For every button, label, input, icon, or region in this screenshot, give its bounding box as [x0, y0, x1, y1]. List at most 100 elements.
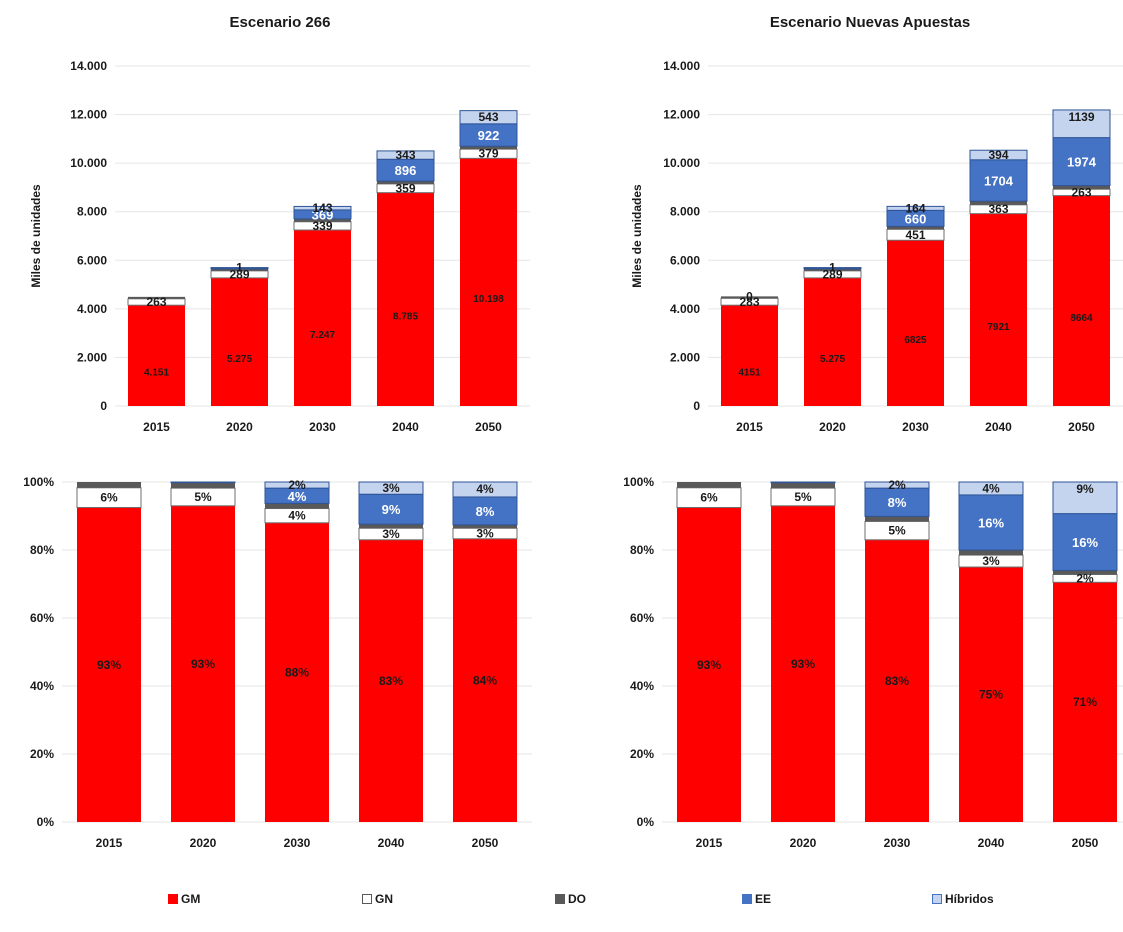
chart1-data-label-gn: 289 — [229, 267, 249, 281]
chart2-xtick-label: 2040 — [985, 420, 1012, 434]
chart2-data-label-gn: 263 — [1071, 185, 1091, 199]
chart2-data-label-gn: 363 — [988, 202, 1008, 216]
chart3-bar-do-2030 — [265, 503, 329, 509]
chart2-data-label-hibridos: 1139 — [1068, 110, 1094, 124]
legend-item-hibridos: Híbridos — [932, 892, 994, 906]
legend-swatch-ee — [742, 894, 752, 904]
chart3-xtick-label: 2050 — [472, 836, 499, 850]
chart-title-nuevas-apuestas: Escenario Nuevas Apuestas — [769, 14, 971, 31]
chart2-xtick-label: 2050 — [1068, 420, 1095, 434]
chart2-ytick-label: 10.000 — [663, 156, 700, 170]
chart1-bar-do-2020 — [211, 268, 268, 271]
legend-swatch-gm — [168, 894, 178, 904]
chart2-ytick-label: 6.000 — [670, 253, 700, 267]
chart3-data-label-gm: 93% — [97, 658, 121, 672]
legend-swatch-hibridos — [932, 894, 942, 904]
chart1-xtick-label: 2020 — [226, 420, 253, 434]
chart4-xtick-label: 2050 — [1072, 836, 1099, 850]
legend-label-ee: EE — [755, 892, 772, 906]
chart2-data-label-gn: 289 — [822, 267, 842, 281]
chart3-data-label-ee: 4% — [288, 489, 307, 504]
chart1-ytick-label: 4.000 — [77, 302, 107, 316]
chart1-bar-do-2050 — [460, 146, 517, 150]
chart4-data-label-ee: 8% — [888, 495, 907, 510]
chart1-data-label-ee: 369 — [312, 207, 334, 222]
chart2-data-label-gm: 6825 — [904, 335, 927, 346]
legend-label-gm: GM — [181, 892, 201, 906]
chart1-bar-gm-2015 — [128, 305, 185, 406]
legend-label-gn: GN — [375, 892, 393, 906]
chart3-data-label-gn: 3% — [476, 527, 494, 541]
chart2-bar-do-2030 — [887, 226, 944, 230]
chart2-data-label-ee: 1704 — [984, 173, 1014, 188]
chart3-bar-gm-2050 — [453, 538, 517, 822]
chart1-data-label-hibridos: 143 — [312, 201, 332, 215]
chart4-ytick-label: 0% — [637, 815, 655, 829]
chart4-bar-do-2030 — [865, 516, 929, 522]
chart1-xtick-label: 2030 — [309, 420, 336, 434]
chart1-ytick-label: 6.000 — [77, 253, 107, 267]
chart3-data-label-gm: 83% — [379, 674, 403, 688]
chart3-data-label-gn: 4% — [288, 509, 306, 523]
chart4-bar-gm-2040 — [959, 567, 1023, 822]
chart1-ytick-label: 0 — [100, 399, 107, 413]
chart4-xtick-label: 2015 — [696, 836, 723, 850]
chart2-ytick-label: 12.000 — [663, 108, 700, 122]
chart2-bar-hibridos-2050 — [1052, 109, 1111, 139]
chart2-ytick-label: 0 — [693, 399, 700, 413]
chart3-bar-hibridos-2030 — [264, 481, 330, 489]
chart4-data-label-hibridos: 2% — [888, 478, 906, 492]
chart1-ytick-label: 8.000 — [77, 205, 107, 219]
chart1-data-label-hibridos: 1 — [236, 261, 243, 275]
chart3-ytick-label: 40% — [30, 679, 54, 693]
chart2-ylabel: Miles de unidades — [630, 184, 644, 288]
chart3-bar-gm-2015 — [77, 507, 141, 822]
legend-item-gm: GM — [168, 892, 200, 906]
legend-item-do: DO — [555, 892, 586, 906]
chart4-bar-hibridos-2040 — [958, 481, 1024, 496]
chart4-bar-ee-2030 — [864, 487, 930, 517]
chart2-xtick-label: 2015 — [736, 420, 763, 434]
chart2-bar-gm-2020 — [804, 277, 861, 406]
chart1-bar-hibridos-2040 — [376, 150, 435, 160]
chart2-bar-do-2050 — [1053, 185, 1110, 190]
chart1-data-label-ee: 896 — [395, 163, 417, 178]
chart3-bar-ee-2050 — [452, 496, 518, 526]
chart4-data-label-ee: 16% — [978, 515, 1004, 530]
chart3-data-label-gn: 6% — [100, 491, 118, 505]
legend-label-do: DO — [568, 892, 586, 906]
legend-item-gn: GN — [362, 892, 393, 906]
chart1-bar-do-2015 — [128, 296, 185, 299]
chart2-bar-ee-2040 — [969, 159, 1028, 202]
chart3-bar-gm-2030 — [265, 522, 329, 822]
chart4-bar-hibridos-2050 — [1052, 481, 1118, 515]
chart1-bar-gm-2030 — [294, 230, 351, 406]
chart2-bar-hibridos-2020 — [803, 267, 862, 269]
chart3-data-label-gm: 88% — [285, 665, 309, 679]
chart2-data-label-hibridos: 164 — [905, 201, 925, 215]
chart3-xtick-label: 2040 — [378, 836, 405, 850]
chart4-data-label-gm: 83% — [885, 674, 909, 688]
chart1-data-label-ee: 922 — [478, 128, 500, 143]
chart4-bar-hibridos-2030 — [864, 481, 930, 489]
chart2-bar-gm-2030 — [887, 240, 944, 406]
chart2-bar-hibridos-2030 — [886, 205, 945, 211]
chart1-xtick-label: 2015 — [143, 420, 170, 434]
chart1-bar-gm-2020 — [211, 277, 268, 406]
chart3-data-label-gn: 3% — [382, 527, 400, 541]
chart1-bar-hibridos-2030 — [293, 205, 352, 211]
chart1-bar-do-2040 — [377, 181, 434, 184]
chart1-data-label-gm: 7.247 — [310, 330, 335, 341]
chart4-bar-gm-2015 — [677, 507, 741, 822]
chart2-bar-do-2040 — [970, 201, 1027, 205]
chart1-data-label-gm: 8.785 — [393, 311, 418, 322]
chart3-xtick-label: 2015 — [96, 836, 123, 850]
chart3-data-label-gn: 5% — [194, 490, 212, 504]
chart4-ytick-label: 80% — [630, 543, 654, 557]
chart4-ytick-label: 60% — [630, 611, 654, 625]
chart1-ytick-label: 14.000 — [70, 59, 107, 73]
chart4-data-label-gn: 5% — [888, 524, 906, 538]
chart3-data-label-gm: 84% — [473, 673, 497, 687]
chart4-data-label-gm: 93% — [791, 657, 815, 671]
chart2-ytick-label: 4.000 — [670, 302, 700, 316]
